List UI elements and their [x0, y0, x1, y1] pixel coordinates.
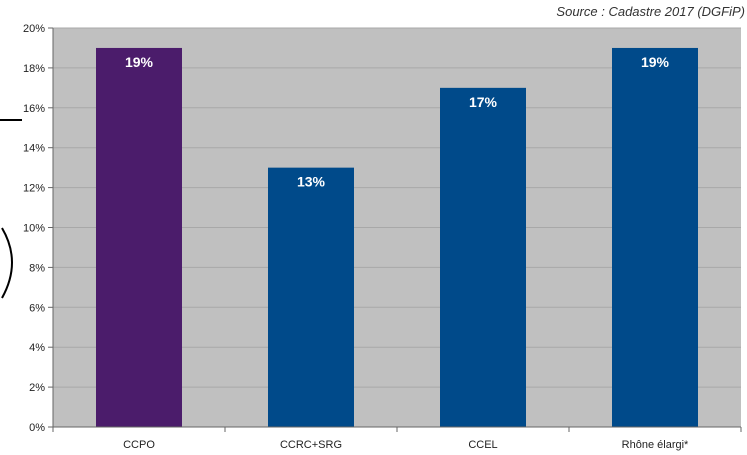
y-tick-label: 12%: [23, 183, 45, 195]
category-label: CCEL: [468, 439, 497, 451]
category-label: Rhône élargi*: [622, 439, 689, 451]
category-label: CCPO: [123, 439, 155, 451]
bar-2: [268, 167, 354, 427]
y-tick-label: 14%: [23, 143, 45, 155]
bars: [96, 47, 698, 427]
y-tick-label: 16%: [23, 103, 45, 115]
x-axis: CCPO CCRC+SRG CCEL Rhône élargi*: [52, 28, 742, 451]
left-edge-arc: [1, 227, 13, 299]
category-label: CCRC+SRG: [280, 439, 342, 451]
source-note: Source : Cadastre 2017 (DGFiP): [556, 4, 745, 19]
data-label: 17%: [469, 94, 498, 110]
bar-1: [96, 47, 182, 427]
y-tick-label: 20%: [23, 23, 45, 35]
y-tick-label: 4%: [29, 342, 45, 354]
y-axis-ticks: 0% 2% 4% 6% 8% 10% 12% 14% 16% 18% 20%: [23, 23, 53, 434]
data-label: 19%: [125, 54, 154, 70]
data-label: 19%: [641, 54, 670, 70]
data-labels: 19% 13% 17% 19%: [125, 54, 670, 190]
y-tick-label: 2%: [29, 382, 45, 394]
y-tick-label: 18%: [23, 63, 45, 75]
bar-3: [440, 87, 526, 427]
y-tick-label: 10%: [23, 223, 45, 235]
y-tick-label: 6%: [29, 302, 45, 314]
y-tick-label: 0%: [29, 422, 45, 434]
bar-4: [612, 47, 698, 427]
y-tick-label: 8%: [29, 262, 45, 274]
data-label: 13%: [297, 174, 326, 190]
